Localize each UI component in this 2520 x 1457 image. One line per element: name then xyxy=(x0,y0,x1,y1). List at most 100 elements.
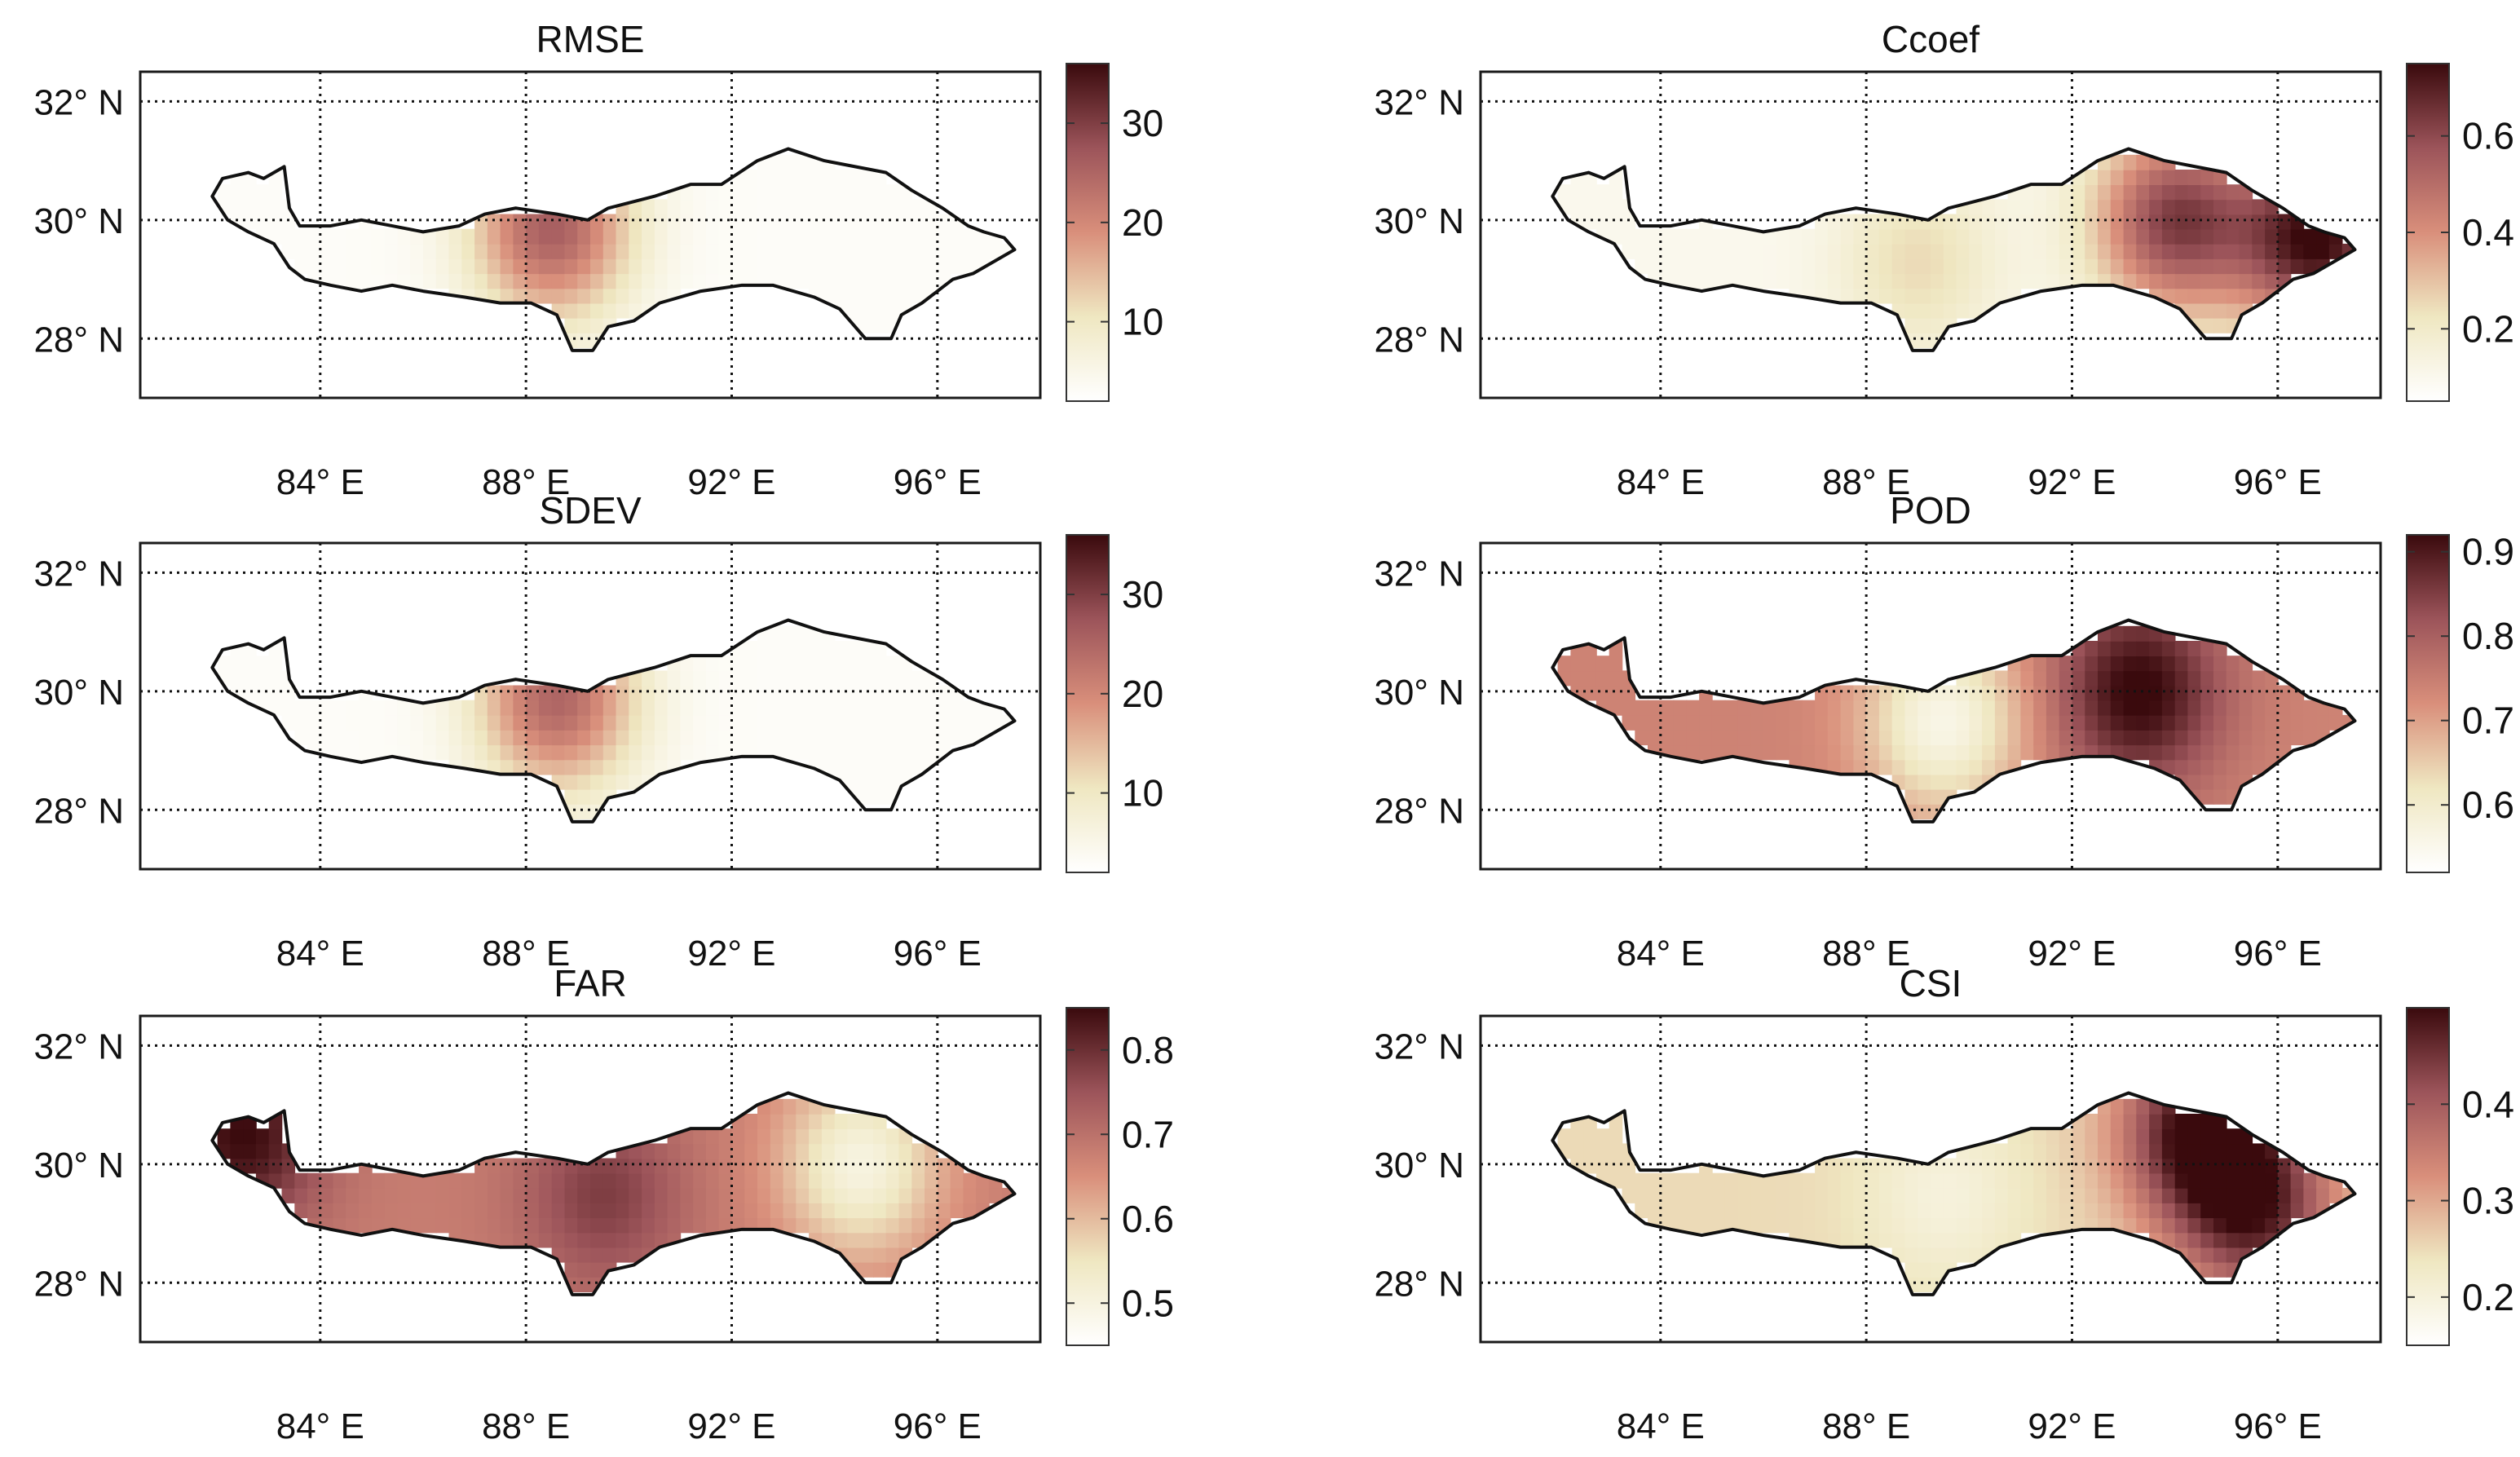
heatmap-cell xyxy=(2059,1128,2073,1145)
heatmap-cell xyxy=(847,228,861,245)
heatmap-cell xyxy=(590,1261,604,1278)
heatmap-cell xyxy=(950,730,964,746)
lon-tick-label: 92° E xyxy=(2028,462,2116,502)
heatmap-cell xyxy=(629,214,642,230)
heatmap-cell xyxy=(2187,730,2201,746)
heatmap-cell xyxy=(2252,288,2266,304)
heatmap-cell xyxy=(1802,714,1816,731)
heatmap-cell xyxy=(1878,700,1893,716)
heatmap-cell xyxy=(2123,214,2138,230)
heatmap-cell xyxy=(1673,243,1688,259)
heatmap-cell xyxy=(873,228,887,245)
heatmap-cell xyxy=(474,700,488,716)
heatmap-cell xyxy=(847,1187,861,1203)
heatmap-cell xyxy=(307,730,321,746)
heatmap-cell xyxy=(1557,184,1572,201)
heatmap-cell xyxy=(950,1172,964,1189)
heatmap-cell xyxy=(1931,243,1944,259)
heatmap-cell xyxy=(654,744,669,761)
heatmap-cell xyxy=(577,317,591,333)
heatmap-cell xyxy=(2265,1217,2279,1234)
heatmap-cell xyxy=(513,1158,527,1174)
heatmap-cell xyxy=(885,302,900,319)
heatmap-cell xyxy=(1866,243,1880,259)
heatmap-cell xyxy=(1622,700,1636,716)
heatmap-cell xyxy=(693,1217,707,1234)
heatmap-cell xyxy=(564,1172,579,1189)
heatmap-cell xyxy=(294,1172,308,1189)
heatmap-cell xyxy=(2136,700,2150,716)
heatmap-cell xyxy=(2136,1172,2150,1189)
heatmap-cell xyxy=(513,1187,527,1203)
heatmap-cell xyxy=(2226,184,2240,201)
heatmap-cell xyxy=(435,1187,450,1203)
heatmap-cell xyxy=(2059,199,2073,215)
heatmap-cell xyxy=(2072,700,2086,716)
heatmap-cell xyxy=(2007,1217,2022,1234)
heatmap-cell xyxy=(590,788,604,805)
heatmap-cell xyxy=(2046,744,2060,761)
heatmap-cell xyxy=(1956,214,1971,230)
lat-tick-label: 32° N xyxy=(33,82,124,122)
lon-tick-label: 96° E xyxy=(2234,934,2322,974)
heatmap-cell xyxy=(783,1203,797,1219)
heatmap-cell xyxy=(2213,1172,2227,1189)
heatmap-cell xyxy=(2187,199,2201,215)
heatmap-cell xyxy=(1994,273,2009,289)
heatmap-cell xyxy=(2149,214,2163,230)
heatmap-cell xyxy=(911,214,925,230)
heatmap-cell xyxy=(2046,1217,2060,1234)
heatmap-cell xyxy=(2136,1158,2150,1174)
heatmap-cell xyxy=(963,1187,977,1203)
heatmap-cell xyxy=(255,199,270,215)
heatmap-cell xyxy=(1815,1203,1829,1219)
heatmap-cell xyxy=(2213,1217,2227,1234)
colorbar-gradient xyxy=(2407,535,2449,872)
heatmap-cell xyxy=(461,1217,475,1234)
heatmap-cell xyxy=(1904,273,1919,289)
heatmap-cell xyxy=(616,685,630,701)
heatmap-cell xyxy=(1609,700,1623,716)
heatmap-cell xyxy=(1891,685,1906,701)
heatmap-cell xyxy=(2213,730,2227,746)
heatmap-cell xyxy=(834,656,849,672)
heatmap-cell xyxy=(1802,700,1816,716)
heatmap-cell xyxy=(320,243,334,259)
heatmap-cell xyxy=(474,258,488,275)
heatmap-cell xyxy=(2098,1143,2112,1159)
heatmap-cell xyxy=(255,184,270,201)
heatmap-cell xyxy=(2161,1128,2176,1145)
heatmap-cell xyxy=(1904,1247,1919,1263)
heatmap-cell xyxy=(371,243,386,259)
heatmap-cell xyxy=(1994,258,2009,275)
heatmap-cell xyxy=(2110,1158,2125,1174)
heatmap-cell xyxy=(1699,1172,1713,1189)
heatmap-cell xyxy=(423,1217,437,1234)
heatmap-cell xyxy=(629,1187,642,1203)
heatmap-cell xyxy=(410,258,424,275)
colorbar-tick-label: 20 xyxy=(1122,673,1163,715)
heatmap-cell xyxy=(796,1217,810,1234)
heatmap-cell xyxy=(911,273,925,289)
heatmap-cell xyxy=(2265,744,2279,761)
heatmap-cell xyxy=(1737,1203,1751,1219)
heatmap-cell xyxy=(925,228,938,245)
heatmap-cell xyxy=(654,1187,669,1203)
heatmap-cell xyxy=(1737,243,1751,259)
heatmap-cell xyxy=(629,273,642,289)
heatmap-cell xyxy=(2213,1187,2227,1203)
heatmap-cell xyxy=(2174,714,2189,731)
heatmap-cell xyxy=(809,1172,823,1189)
heatmap-cell xyxy=(2123,170,2138,185)
heatmap-cell xyxy=(2123,670,2138,687)
heatmap-cell xyxy=(294,243,308,259)
heatmap-cell xyxy=(2265,1158,2279,1174)
heatmap-cell xyxy=(873,302,887,319)
heatmap-cell xyxy=(474,1187,488,1203)
heatmap-cell xyxy=(461,730,475,746)
heatmap-cell xyxy=(2226,656,2240,672)
heatmap-cell xyxy=(693,1143,707,1159)
heatmap-cells xyxy=(217,154,1015,348)
heatmap-cell xyxy=(2149,730,2163,746)
heatmap-cell xyxy=(1931,1187,1944,1203)
